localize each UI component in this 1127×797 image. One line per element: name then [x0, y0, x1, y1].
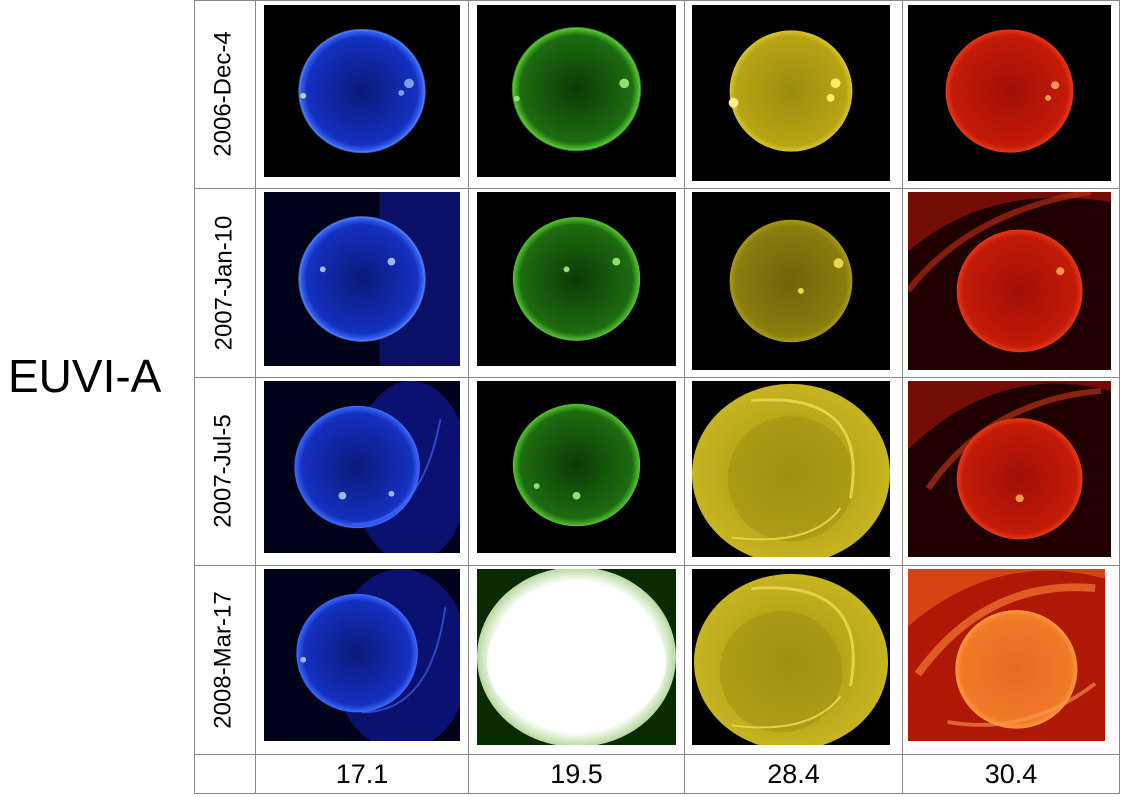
sun-image-2007-jul-5-304: [908, 381, 1111, 557]
sun-image-2006-dec-4-304: [908, 5, 1111, 181]
sun-image-2008-mar-17-195: [477, 569, 676, 745]
sun-image-2008-mar-17-284: [692, 569, 890, 745]
sun-image-2006-dec-4-284: [692, 5, 890, 181]
date-label-row-1: 2006-Dec-4: [210, 31, 237, 157]
image-grid: 2006-Dec-4 2007-Jan-10 2007-Jul-5 2008-M…: [194, 0, 1120, 794]
sun-image-2008-mar-17-171: [264, 569, 460, 741]
sun-image-2007-jul-5-195: [477, 381, 676, 553]
sun-image-2007-jul-5-171: [264, 381, 460, 553]
sun-image-2007-jan-10-284: [692, 192, 890, 370]
date-label-row-2: 2007-Jan-10: [210, 215, 238, 350]
sun-image-2007-jan-10-171: [264, 192, 460, 366]
sun-image-2006-dec-4-171: [264, 5, 460, 177]
instrument-label: EUVI-A: [8, 350, 162, 402]
wavelength-label-304: 30.4: [984, 758, 1038, 789]
sun-image-2007-jul-5-284: [692, 381, 890, 557]
sun-image-2006-dec-4-195: [477, 5, 676, 177]
date-label-row-3: 2007-Jul-5: [210, 414, 237, 528]
sun-image-2008-mar-17-304: [908, 569, 1105, 741]
wavelength-label-195: 19.5: [550, 758, 603, 789]
wavelength-label-171: 17.1: [335, 758, 389, 789]
sun-image-2007-jan-10-195: [477, 192, 676, 366]
date-label-row-4: 2008-Mar-17: [210, 590, 237, 729]
wavelength-label-284: 28.4: [767, 758, 820, 789]
sun-image-2007-jan-10-304: [908, 192, 1111, 370]
